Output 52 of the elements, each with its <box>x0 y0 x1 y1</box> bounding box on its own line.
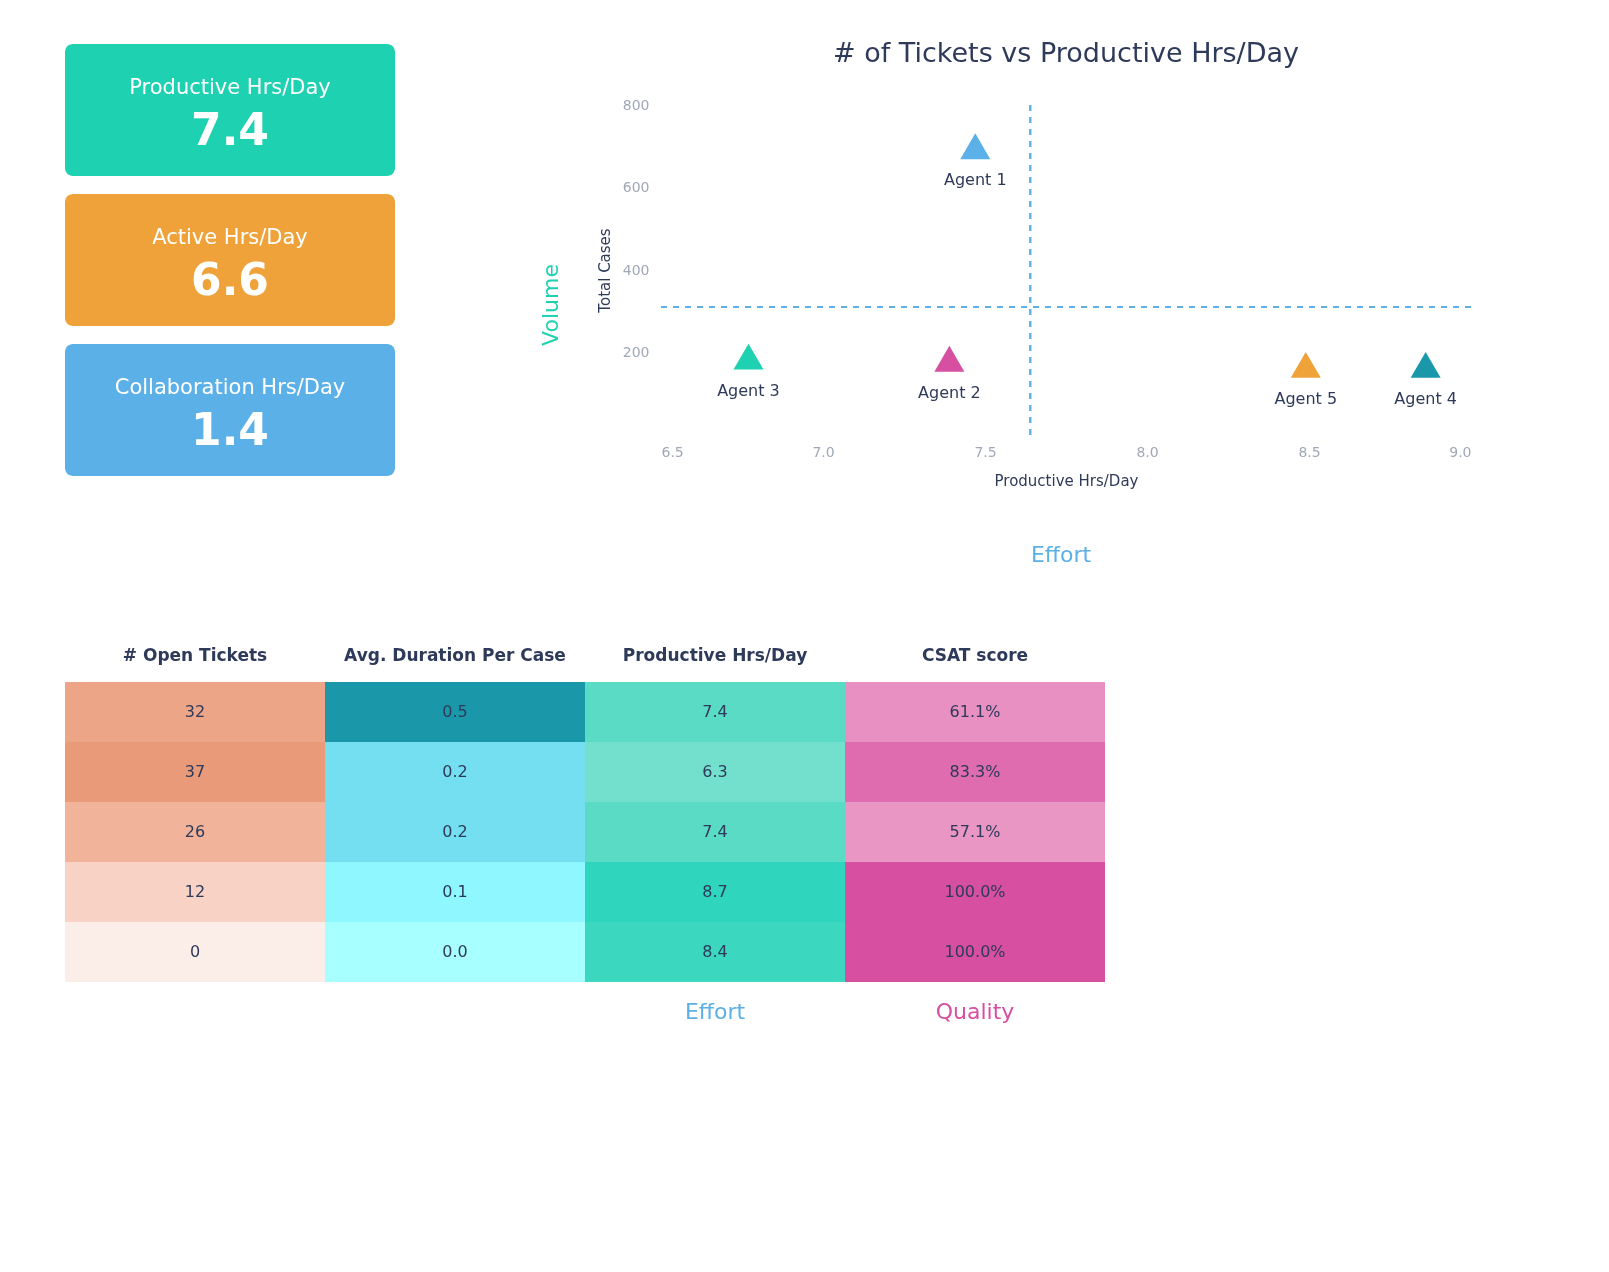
data-label: 0.2 <box>442 822 468 841</box>
x-axis-title: Productive Hrs/Day <box>994 471 1139 490</box>
series-label: Agent 4 <box>1394 388 1457 408</box>
data-label: 57.1% <box>949 822 1001 841</box>
text: Volume <box>538 264 563 346</box>
data-label: 32 <box>184 702 206 721</box>
data-label: 26 <box>184 822 206 841</box>
text: Collaboration Hrs/Day <box>114 375 346 399</box>
x-tick-label: 7.0 <box>812 443 835 460</box>
data-label: 8.7 <box>702 882 728 901</box>
data-label: 61.1% <box>949 702 1001 721</box>
text: 7.4 <box>191 104 269 155</box>
text: Active Hrs/Day <box>152 225 308 249</box>
data-label: 12 <box>184 882 206 901</box>
data-label: 100.0% <box>944 942 1006 961</box>
series-label: Agent 3 <box>717 380 780 400</box>
series-label: Agent 1 <box>943 170 1007 190</box>
text: Productive Hrs/Day <box>129 75 331 99</box>
data-label: 7.4 <box>702 702 728 721</box>
text: 6.6 <box>191 254 269 305</box>
y-axis-title: Total Cases <box>595 228 614 314</box>
x-tick-label: Avg. Duration Per Case <box>344 644 566 665</box>
data-label: 37 <box>184 762 206 781</box>
data-label: 0.1 <box>442 882 468 901</box>
text: Quality <box>935 999 1015 1024</box>
data-label: 0.2 <box>442 762 468 781</box>
data-label: 0 <box>189 942 201 961</box>
y-tick-label: 200 <box>622 344 650 360</box>
data-label: 100.0% <box>944 882 1006 901</box>
series-label: Agent 5 <box>1274 388 1338 408</box>
data-label: 0.5 <box>442 702 468 721</box>
text: Effort <box>684 999 746 1024</box>
chart-title: # of Tickets vs Productive Hrs/Day <box>832 37 1300 68</box>
x-tick-label: # Open Tickets <box>122 644 268 665</box>
x-tick-label: 7.5 <box>974 443 997 460</box>
x-tick-label: CSAT score <box>921 644 1029 665</box>
y-tick-label: 600 <box>622 179 650 195</box>
x-tick-label: 9.0 <box>1449 443 1472 460</box>
y-tick-label: 400 <box>622 261 650 278</box>
y-tick-label: 800 <box>622 96 650 113</box>
series-label: Agent 2 <box>918 382 981 402</box>
text: 1.4 <box>191 404 269 455</box>
x-tick-label: 8.5 <box>1298 443 1321 460</box>
x-tick-label: Productive Hrs/Day <box>622 644 808 665</box>
data-label: 8.4 <box>702 942 728 961</box>
x-tick-label: 8.0 <box>1136 443 1159 460</box>
data-label: 6.3 <box>702 762 728 781</box>
x-tick-label: 6.5 <box>661 443 684 460</box>
data-label: 83.3% <box>949 762 1001 781</box>
text: Effort <box>1030 542 1092 567</box>
data-label: 0.0 <box>442 942 468 961</box>
data-label: 7.4 <box>702 822 728 841</box>
